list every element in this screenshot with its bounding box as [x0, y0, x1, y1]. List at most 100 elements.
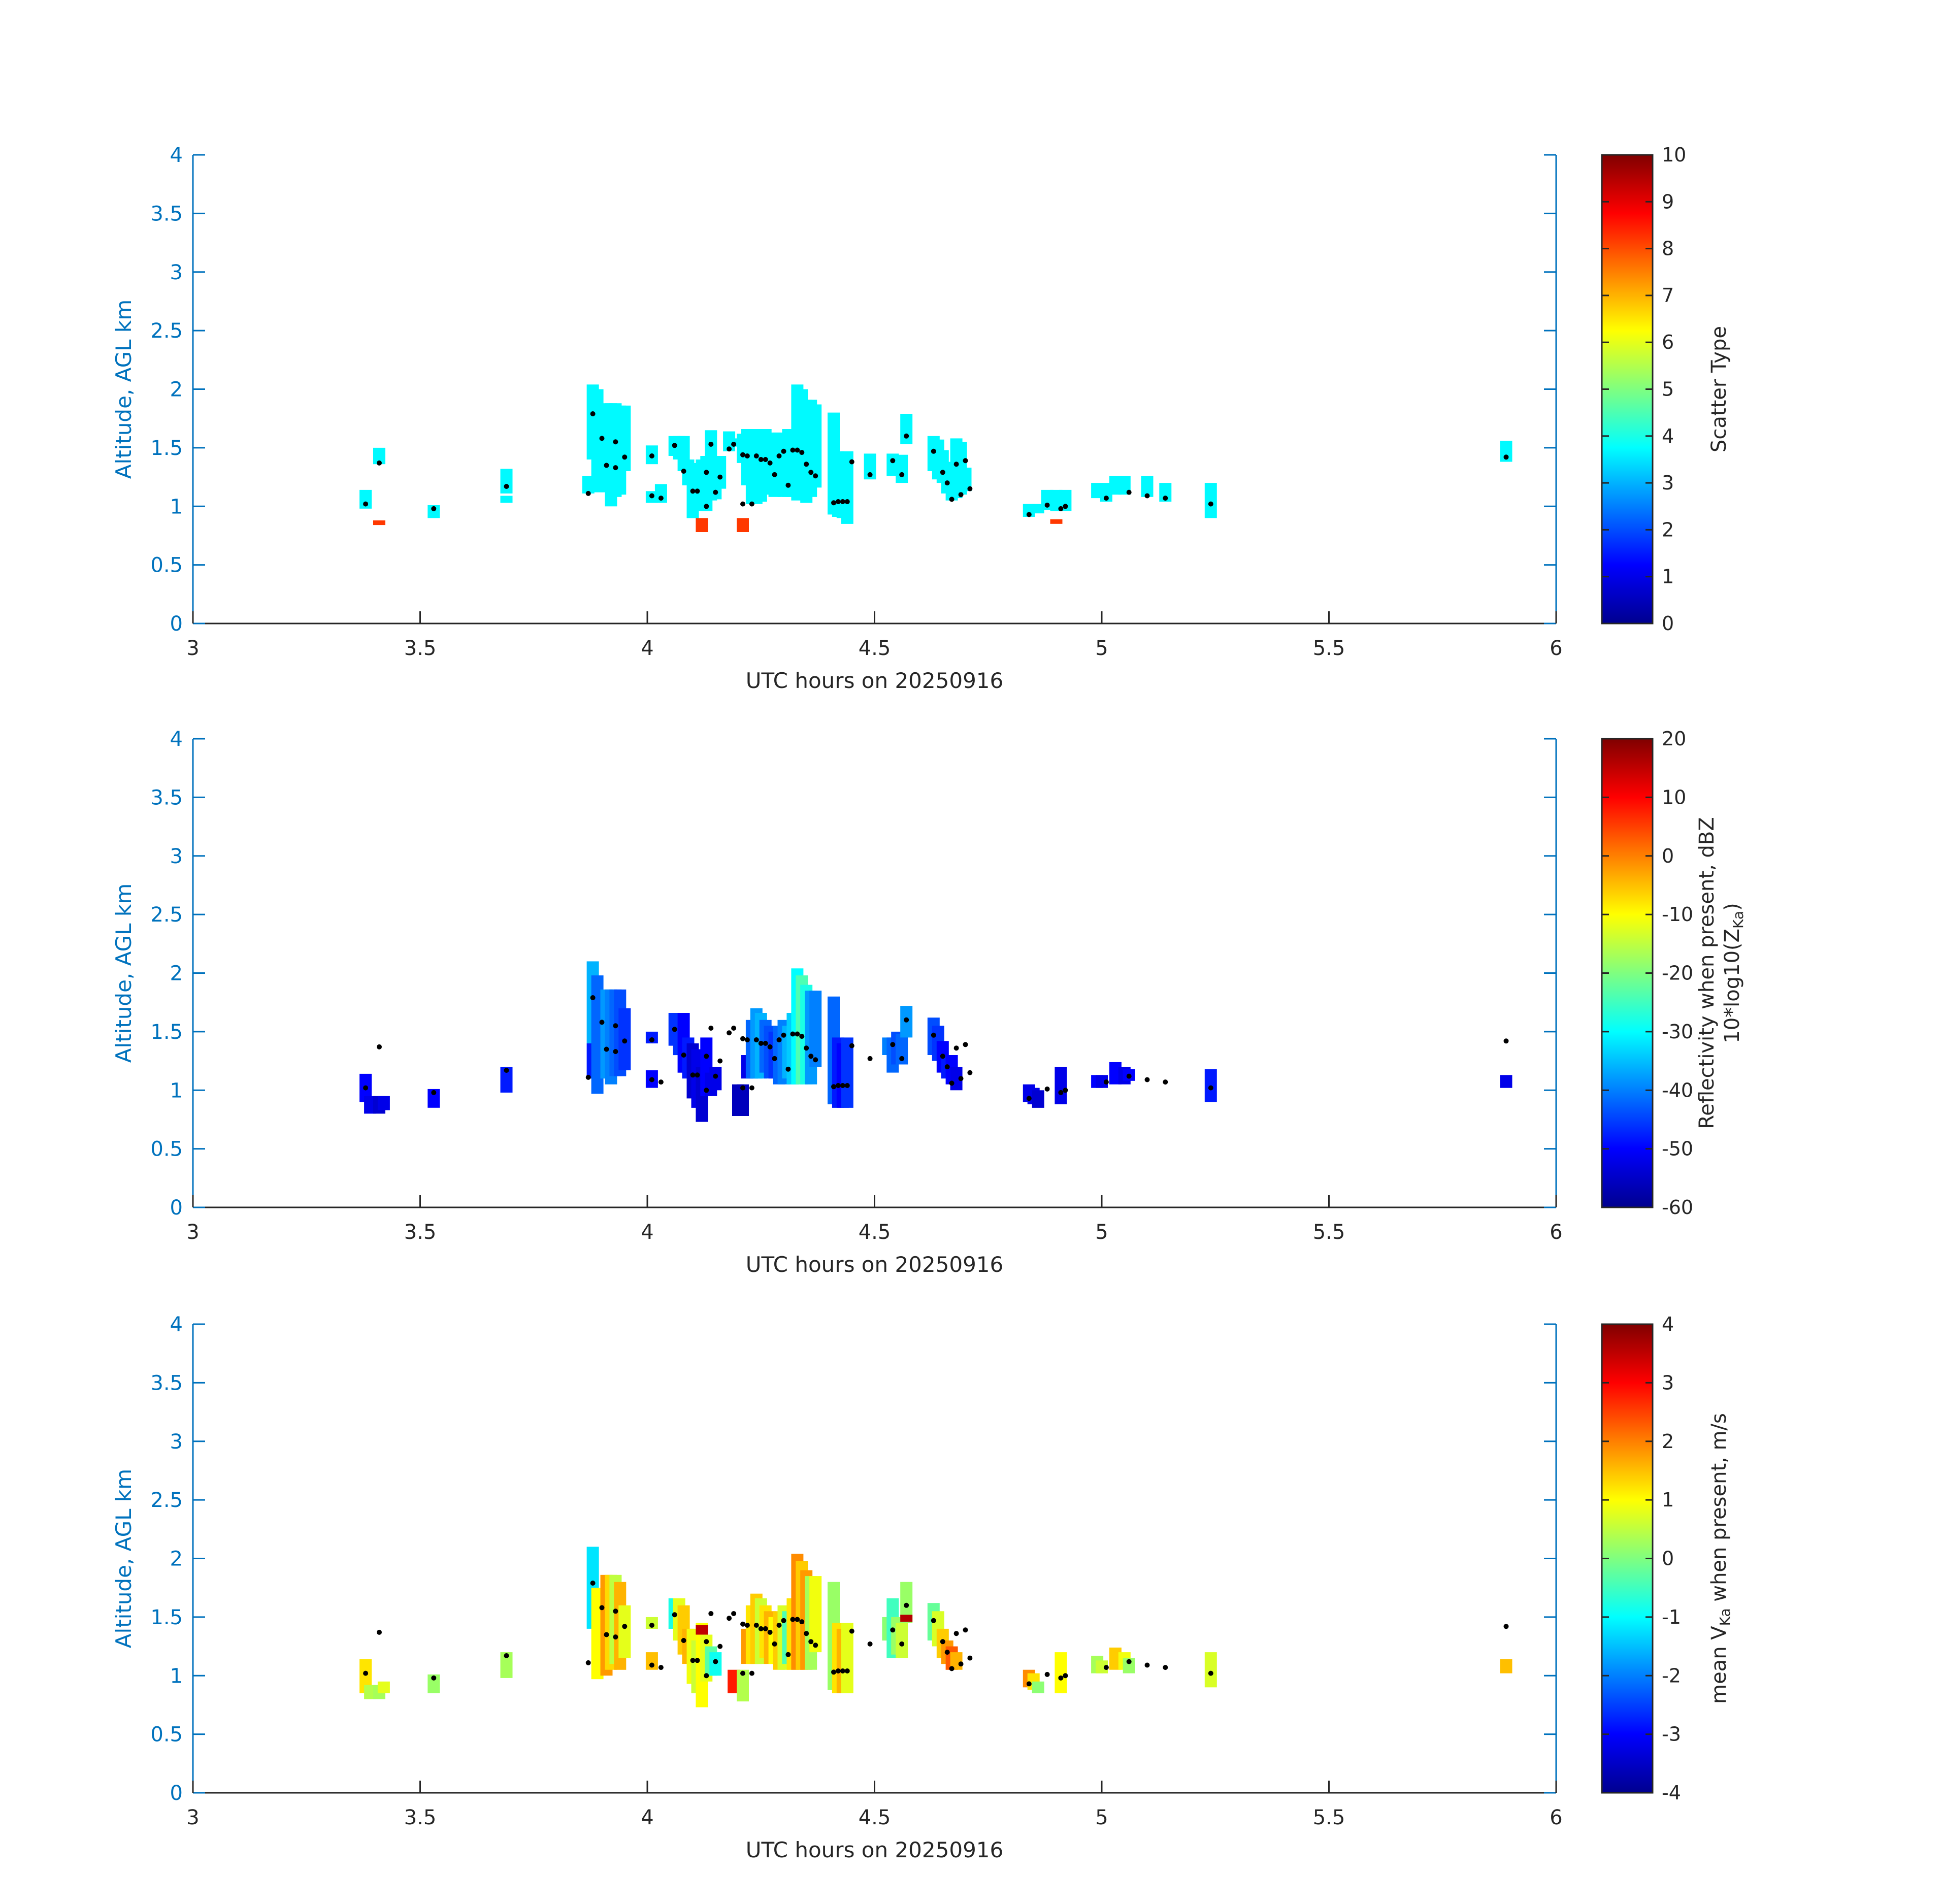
- heatmap-cell-29: [696, 518, 708, 532]
- heatmap-cell-71: [1500, 1659, 1512, 1673]
- cloud-base-dot-45: [835, 499, 841, 504]
- cloud-base-dot-9: [613, 439, 618, 445]
- cloud-base-dot-50: [890, 1627, 896, 1633]
- cloud-base-dot-62: [1044, 1671, 1050, 1677]
- colorbar-label-line: mean VKa when present, m/s: [1707, 1413, 1733, 1704]
- heatmap-cells: [359, 961, 1512, 1122]
- y-tick-label: 3: [170, 845, 183, 868]
- y-tick-label: 0.5: [150, 554, 183, 577]
- cloud-base-dot-57: [953, 1045, 959, 1051]
- cloud-base-dot-68: [1163, 496, 1168, 501]
- y-tick-label: 3: [170, 1430, 183, 1454]
- y-tick-label: 3.5: [150, 786, 183, 809]
- cloud-base-dot-30: [753, 1623, 759, 1628]
- cloud-base-dot-14: [658, 1079, 664, 1085]
- heatmap-cell-13: [618, 1605, 631, 1658]
- colorbar-label: Scatter Type: [1707, 326, 1731, 452]
- cloud-base-dot-67: [1144, 1077, 1150, 1082]
- y-tick-label: 3.5: [150, 202, 183, 225]
- colorbar-tick-label: -50: [1662, 1138, 1693, 1160]
- cloud-base-dot-10: [613, 1634, 618, 1640]
- cloud-base-dot-47: [844, 1083, 850, 1088]
- x-tick-label: 5.5: [1313, 1221, 1345, 1244]
- cloud-base-dot-47: [844, 1668, 850, 1673]
- cloud-base-dot-50: [890, 1042, 896, 1047]
- cloud-base-dot-2: [377, 1044, 382, 1049]
- cloud-base-dot-19: [704, 1054, 709, 1059]
- cloud-base-dot-64: [1063, 504, 1068, 509]
- cloud-base-dot-9: [613, 1608, 618, 1614]
- cloud-base-dot-10: [613, 1049, 618, 1055]
- x-tick-label: 4.5: [859, 1806, 891, 1829]
- cloud-base-dot-14: [658, 496, 664, 501]
- heatmap-cell-6: [500, 469, 513, 494]
- cloud-base-dot-25: [731, 1611, 737, 1616]
- cloud-base-dot-10: [613, 465, 618, 471]
- cloud-base-dot-64: [1063, 1088, 1068, 1093]
- cloud-base-dot-30: [753, 453, 759, 458]
- cloud-base-dot-4: [504, 484, 509, 489]
- cloud-base-dot-54: [940, 1639, 945, 1645]
- cloud-base-dot-52: [904, 1602, 909, 1608]
- cloud-base-dot-58: [958, 1661, 964, 1667]
- cloud-base-dot-26: [740, 452, 745, 457]
- colorbar-label-subscript: Ka: [1717, 1608, 1733, 1626]
- y-tick-label: 1.5: [150, 1021, 183, 1044]
- cloud-base-dot-55: [944, 1650, 950, 1655]
- cloud-base-dot-15: [672, 1027, 677, 1032]
- cloud-base-dot-31: [758, 457, 764, 462]
- y-tick-label: 2.5: [150, 1489, 183, 1512]
- colorbar-tick-label: 5: [1662, 378, 1674, 401]
- cloud-base-dot-18: [695, 1072, 700, 1078]
- cloud-base-dot-27: [740, 501, 745, 507]
- cloud-base-dot-66: [1126, 1073, 1132, 1079]
- cloud-base-dot-23: [717, 1058, 723, 1064]
- cloud-base-dot-24: [727, 1030, 732, 1036]
- cloud-base-dot-53: [931, 448, 936, 454]
- x-tick-label: 4.5: [859, 637, 891, 660]
- cloud-base-dot-14: [658, 1665, 664, 1670]
- y-axis-label: Altitude, AGL km: [111, 883, 136, 1063]
- cloud-base-dot-2: [377, 1629, 382, 1635]
- cloud-base-dot-66: [1126, 489, 1132, 495]
- cloud-base-dot-27: [740, 1670, 745, 1676]
- cloud-base-dot-53: [931, 1618, 936, 1623]
- cloud-base-dot-7: [599, 1605, 605, 1611]
- cloud-base-dot-21: [708, 1611, 714, 1616]
- cloud-base-dot-23: [717, 1644, 723, 1649]
- cloud-base-dot-61: [1026, 1096, 1032, 1101]
- y-tick-label: 1: [170, 495, 183, 518]
- cloud-base-dot-59: [963, 1042, 968, 1047]
- heatmap-cell-30: [737, 518, 749, 532]
- cloud-base-dot-30: [753, 1037, 759, 1042]
- cloud-base-dot-56: [949, 1080, 954, 1086]
- cloud-base-dot-58: [958, 1076, 964, 1081]
- y-tick-label: 4: [170, 728, 183, 751]
- cloud-base-dot-46: [840, 1668, 845, 1673]
- cloud-base-dot-63: [1058, 506, 1064, 511]
- cloud-base-dot-26: [740, 1621, 745, 1627]
- cloud-base-dot-17: [690, 488, 696, 494]
- y-tick-label: 4: [170, 1313, 183, 1336]
- cloud-base-dot-34: [772, 1056, 777, 1061]
- cloud-base-dot-5: [585, 490, 591, 496]
- cloud-base-dot-25: [731, 1026, 737, 1031]
- cloud-base-dot-1: [363, 501, 369, 507]
- cloud-base-dot-18: [695, 488, 700, 494]
- cloud-base-dot-15: [672, 443, 677, 448]
- cloud-base-dot-13: [649, 1662, 654, 1668]
- cloud-base-dot-36: [781, 1032, 786, 1038]
- colorbar-tick-label: 3: [1662, 1371, 1674, 1394]
- cloud-base-dot-24: [727, 446, 732, 452]
- cloud-base-dot-39: [795, 447, 800, 453]
- cloud-base-dot-15: [672, 1612, 677, 1618]
- chart-panel-2: 0 0.5 1 1.5 2 2.5 3 3.5 4 3 3.5 4 4.5 5 5.5 6 UTC hours …: [111, 728, 1747, 1277]
- cloud-base-dot-67: [1144, 1662, 1150, 1668]
- cloud-base-dot-44: [831, 1084, 836, 1090]
- cloud-base-dot-36: [781, 448, 786, 454]
- cloud-base-dot-56: [949, 1666, 954, 1671]
- heatmap-cells: [359, 1547, 1512, 1708]
- cloud-base-dot-33: [767, 1629, 773, 1635]
- cloud-base-dot-37: [785, 482, 791, 488]
